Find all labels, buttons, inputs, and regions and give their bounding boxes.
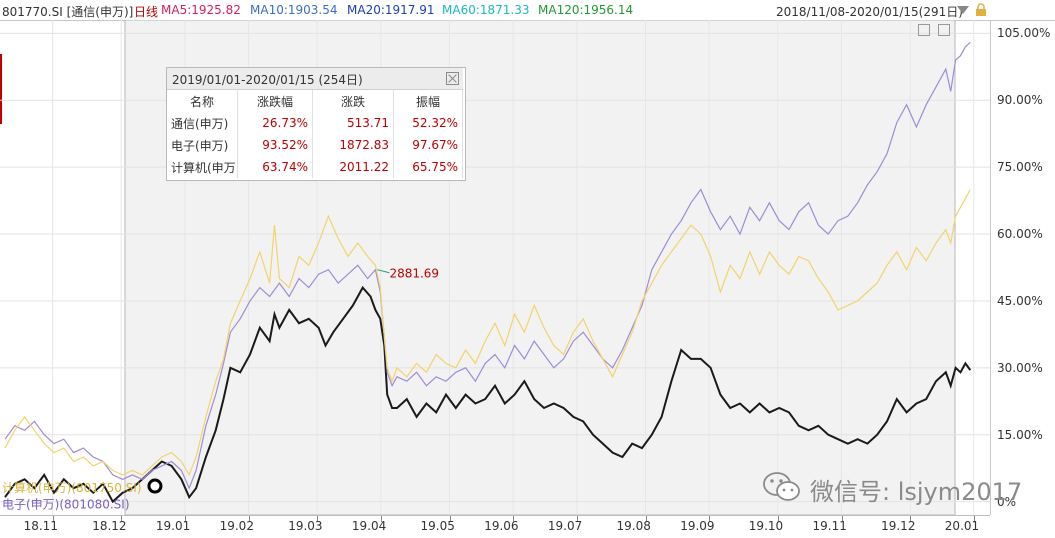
y-tick-label: 105.00% — [997, 26, 1051, 41]
stats-header-change-pct: 涨跌幅 — [237, 90, 313, 112]
x-tick-label: 19.11 — [812, 519, 847, 533]
series-label-computer: 计算机(申万)(801750.SI) — [2, 480, 142, 495]
stats-cell-change-pct: 26.73% — [237, 112, 313, 134]
x-tick-label: 19.09 — [680, 519, 715, 533]
x-tick-mark — [184, 516, 186, 522]
x-tick-mark — [380, 516, 382, 522]
ma120-readout: MA120:1956.14 — [538, 3, 634, 17]
close-icon[interactable] — [446, 72, 459, 85]
table-row[interactable]: 计算机(申万 63.74% 2011.22 65.75% — [167, 156, 463, 178]
x-tick-label: 19.08 — [616, 519, 651, 533]
series-line-2 — [4, 189, 971, 477]
series-label-electronics: 电子(申万)(801080.SI) — [2, 497, 130, 511]
x-tick-mark — [248, 516, 250, 522]
y-tick-label: 0% — [997, 494, 1017, 509]
stats-cell-name: 电子(申万) — [167, 134, 238, 156]
chart-plot[interactable]: 2881.69 计算机(申万)(801750.SI) 电子(申万)(801080.S… — [0, 20, 990, 515]
stats-table: 名称 涨跌幅 涨跌 振幅 通信(申万) 26.73% 513.71 52.32%… — [167, 90, 463, 178]
x-tick-mark — [709, 516, 711, 522]
stats-header-amplitude: 振幅 — [393, 90, 463, 112]
x-tick-label: 19.10 — [748, 519, 784, 533]
x-tick-mark — [513, 516, 515, 522]
x-tick-label: 19.05 — [420, 519, 455, 533]
y-axis: 105.00% 90.00% 75.00% 60.00% 45.00% 30.00% 15.… — [990, 20, 1055, 515]
y-tick-label: 15.00% — [997, 427, 1043, 442]
x-tick-label: 18.11 — [23, 519, 58, 533]
ma10-readout: MA10:1903.54 — [250, 3, 338, 17]
x-tick-mark — [841, 516, 843, 522]
x-tick-mark — [449, 516, 451, 522]
y-tick-label: 90.00% — [997, 93, 1043, 108]
wechat-icon — [763, 472, 800, 501]
range-dropdown-icon[interactable] — [956, 5, 970, 15]
stats-cell-change: 2011.22 — [312, 156, 394, 178]
stats-cell-amplitude: 65.75% — [393, 156, 463, 178]
chart-header: 801770.SI [通信(申万)] 日线 MA5:1925.82 MA10:1… — [0, 0, 1055, 21]
y-tick-label: 75.00% — [997, 160, 1043, 175]
x-tick-label: 19.12 — [881, 519, 916, 533]
x-axis: 18.11 18.12 19.01 19.02 19.03 19.04 19.05 19.06… — [0, 515, 990, 538]
x-tick-label: 19.01 — [155, 519, 191, 533]
table-row[interactable]: 电子(申万) 93.52% 1872.83 97.67% — [167, 134, 463, 156]
stats-cell-amplitude: 97.67% — [393, 134, 463, 156]
x-tick-label: 19.06 — [484, 519, 519, 533]
maximize-icon[interactable] — [918, 24, 930, 36]
x-tick-mark — [777, 516, 779, 522]
y-tick-label: 30.00% — [997, 360, 1043, 375]
stats-header-name: 名称 — [167, 90, 238, 112]
stats-header-row: 名称 涨跌幅 涨跌 振幅 — [167, 90, 463, 112]
x-tick-mark — [645, 516, 647, 522]
stats-cell-change: 1872.83 — [312, 134, 394, 156]
index-code-label: 801770.SI [通信(申万)] — [2, 5, 134, 19]
stats-cell-name: 计算机(申万 — [167, 156, 238, 178]
period-label[interactable]: 日线 — [134, 5, 159, 19]
x-tick-mark — [973, 516, 975, 522]
y-tick-label: 60.00% — [997, 227, 1043, 242]
x-tick-label: 18.12 — [92, 519, 127, 533]
x-tick-mark — [910, 516, 912, 522]
x-tick-mark — [576, 516, 578, 522]
x-tick-label: 19.04 — [351, 519, 387, 533]
stats-panel-titlebar[interactable]: 2019/01/01-2020/01/15 (254日) — [167, 68, 463, 90]
interval-stats-panel[interactable]: 2019/01/01-2020/01/15 (254日) 名称 涨跌幅 涨跌 振… — [166, 67, 466, 181]
stats-cell-change: 513.71 — [312, 112, 394, 134]
date-range-label[interactable]: 2018/11/08-2020/01/15(291日) — [776, 5, 963, 19]
restore-icon[interactable] — [938, 24, 950, 36]
x-tick-mark — [121, 516, 123, 522]
ma5-readout: MA5:1925.82 — [161, 3, 241, 17]
stats-panel-title: 2019/01/01-2020/01/15 (254日) — [172, 73, 363, 87]
stats-cell-change-pct: 63.74% — [237, 156, 313, 178]
y-tick-label: 45.00% — [997, 293, 1043, 308]
ma60-readout: MA60:1871.33 — [442, 3, 530, 17]
interval-start-marker — [147, 478, 163, 494]
x-tick-label: 19.02 — [219, 519, 254, 533]
wechat-watermark: 微信号: lsjym2017 — [762, 470, 1032, 506]
annotation-arrow — [377, 269, 390, 274]
x-tick-mark — [317, 516, 319, 522]
series-line-1 — [4, 41, 971, 490]
annotation-label: 2881.69 — [389, 267, 439, 281]
x-tick-label: 20.01 — [944, 519, 980, 533]
watermark-text: 微信号: lsjym2017 — [810, 478, 1023, 506]
stats-cell-change-pct: 93.52% — [237, 134, 313, 156]
stats-header-change: 涨跌 — [312, 90, 394, 112]
x-tick-mark — [52, 516, 54, 522]
table-row[interactable]: 通信(申万) 26.73% 513.71 52.32% — [167, 112, 463, 134]
ma20-readout: MA20:1917.91 — [347, 3, 435, 17]
stats-cell-amplitude: 52.32% — [393, 112, 463, 134]
stats-cell-name: 通信(申万) — [167, 112, 238, 134]
lock-icon[interactable] — [974, 3, 988, 17]
series-line-0 — [4, 285, 972, 504]
left-edge-marker — [0, 54, 2, 124]
x-tick-label: 19.03 — [288, 519, 323, 533]
x-tick-label: 19.07 — [547, 519, 583, 533]
